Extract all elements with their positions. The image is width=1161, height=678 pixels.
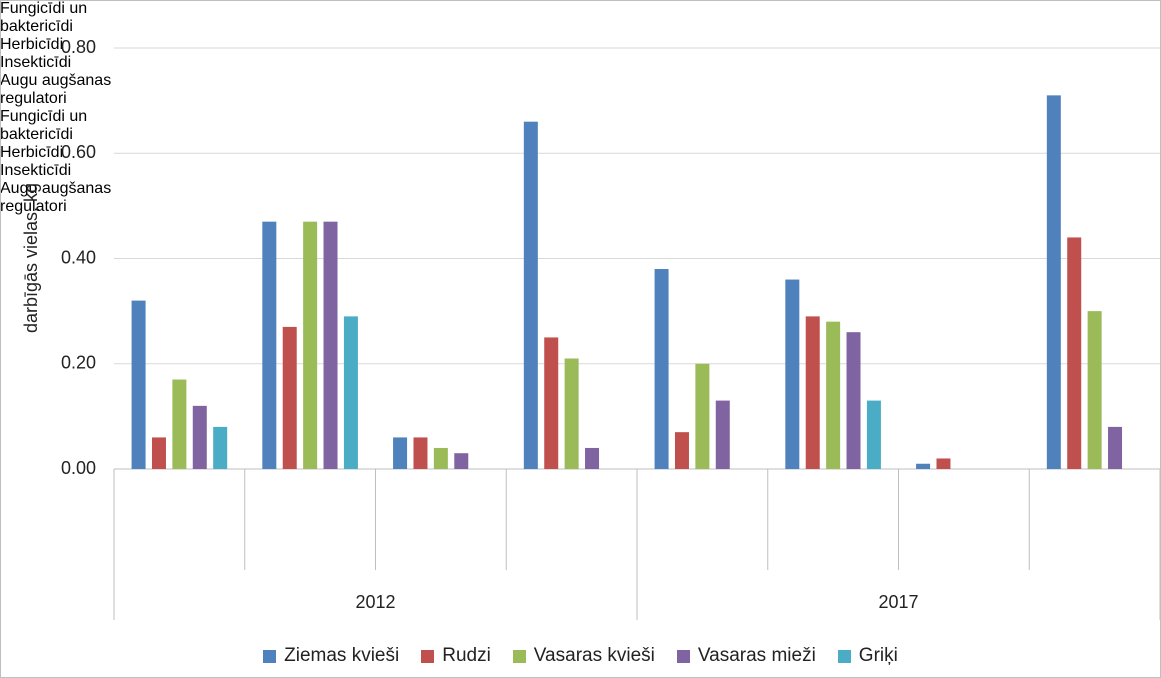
bar <box>1046 95 1061 470</box>
bar <box>715 400 730 469</box>
legend-item: Ziemas kvieši <box>263 645 399 667</box>
bar <box>282 326 297 469</box>
group-label: 2012 <box>355 592 395 612</box>
legend-swatch <box>676 649 690 663</box>
x-tick-label: Fungicīdi un baktericīdi <box>0 0 88 35</box>
legend-swatch <box>837 649 851 663</box>
bar <box>454 453 469 469</box>
bar <box>413 437 428 469</box>
x-tick-label: Herbicīdi <box>0 36 64 53</box>
bar <box>936 458 951 469</box>
bar <box>826 321 841 469</box>
legend-swatch <box>512 649 526 663</box>
legend-label: Griķi <box>858 645 898 666</box>
x-tick-label: Augu augšanas regulatori <box>0 180 112 215</box>
bar <box>1087 311 1102 469</box>
y-tick-label: 0.60 <box>61 142 96 162</box>
bar <box>1067 237 1082 469</box>
y-tick-label: 0.40 <box>61 247 96 267</box>
x-tick-label: Insekticīdi <box>0 54 72 71</box>
bar <box>172 379 187 469</box>
legend-item: Vasaras kvieši <box>512 645 655 667</box>
bar <box>213 426 228 469</box>
bar <box>192 405 207 469</box>
bar <box>523 121 538 470</box>
legend-swatch <box>263 649 277 663</box>
bar <box>916 463 931 469</box>
bar <box>846 332 861 469</box>
y-tick-label: 0.80 <box>61 37 96 57</box>
bar <box>343 316 358 469</box>
legend-item: Griķi <box>837 645 898 667</box>
y-tick-label: 0.20 <box>61 353 96 373</box>
bar <box>303 221 318 469</box>
bar <box>262 221 277 469</box>
legend-label: Vasaras kvieši <box>533 645 655 666</box>
legend-label: Rudzi <box>442 645 491 666</box>
bar <box>654 269 669 469</box>
group-label: 2017 <box>878 592 918 612</box>
x-tick-label: Augu augšanas regulatori <box>0 72 112 107</box>
bar <box>544 337 559 469</box>
legend: Ziemas kvieši Rudzi Vasaras kvieši Vasaras … <box>0 645 1161 667</box>
legend-item: Rudzi <box>421 645 491 667</box>
bar <box>323 221 338 469</box>
bar <box>564 358 579 469</box>
y-tick-label: 0.00 <box>61 458 96 478</box>
x-tick-label: Herbicīdi <box>0 144 64 161</box>
bar <box>151 437 166 469</box>
legend-swatch <box>421 649 435 663</box>
x-tick-label: Insekticīdi <box>0 162 72 179</box>
legend-label: Vasaras mieži <box>697 645 816 666</box>
bar <box>695 363 710 469</box>
legend-label: Ziemas kvieši <box>284 645 400 666</box>
bar <box>433 447 448 469</box>
bar <box>1108 426 1123 469</box>
legend-item: Vasaras mieži <box>676 645 816 667</box>
bar <box>805 316 820 469</box>
bar <box>674 432 689 469</box>
bar <box>393 437 408 469</box>
bar <box>785 279 800 469</box>
x-tick-label: Fungicīdi un baktericīdi <box>0 108 88 143</box>
bar <box>866 400 881 469</box>
bar <box>131 300 146 469</box>
bar <box>585 447 600 469</box>
y-axis-label: darbīgās vielas, kg <box>21 183 41 333</box>
